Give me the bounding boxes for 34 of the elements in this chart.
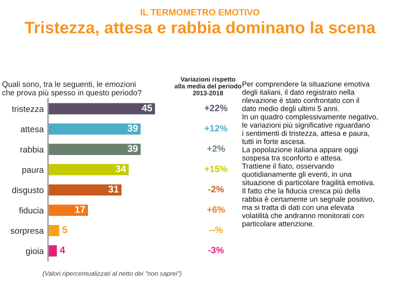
text: Tristezza, attesa e rabbia dominano la scena	[24, 21, 376, 36]
y-tick-label: fiducia	[19, 207, 44, 214]
bar	[48, 182, 123, 197]
text: -2%	[208, 186, 224, 192]
bar	[48, 162, 130, 177]
text: -3%	[208, 246, 224, 254]
data-label: 31	[108, 186, 119, 193]
data-label: 5	[62, 226, 68, 234]
y-tick-label: rabbia	[20, 146, 44, 153]
bar	[48, 244, 58, 258]
bar	[48, 224, 61, 238]
text: +6%	[207, 206, 225, 213]
data-label: 17	[75, 206, 86, 213]
bar	[48, 203, 90, 218]
y-tick-label: disgusto	[12, 186, 44, 195]
text: +12%	[204, 125, 228, 132]
data-label: 34	[116, 165, 126, 172]
y-tick-label: paura	[22, 168, 44, 175]
text: +15%	[204, 166, 228, 172]
bar	[48, 142, 142, 156]
text: +22%	[204, 104, 228, 112]
y-tick-label: sorpresa	[10, 229, 44, 236]
text: --%	[209, 226, 223, 233]
y-tick-label: gioia	[26, 248, 44, 256]
text: IL TERMOMETRO EMOTIVO	[140, 9, 260, 16]
data-label: 39	[128, 145, 138, 152]
y-tick-label: attesa	[20, 126, 44, 132]
y-tick-label: tristezza	[12, 106, 44, 112]
text: +2%	[207, 145, 225, 152]
bar	[48, 102, 156, 116]
bar	[48, 122, 142, 136]
data-label: 4	[60, 246, 66, 254]
data-label: 45	[142, 104, 152, 112]
data-label: 39	[128, 124, 138, 132]
